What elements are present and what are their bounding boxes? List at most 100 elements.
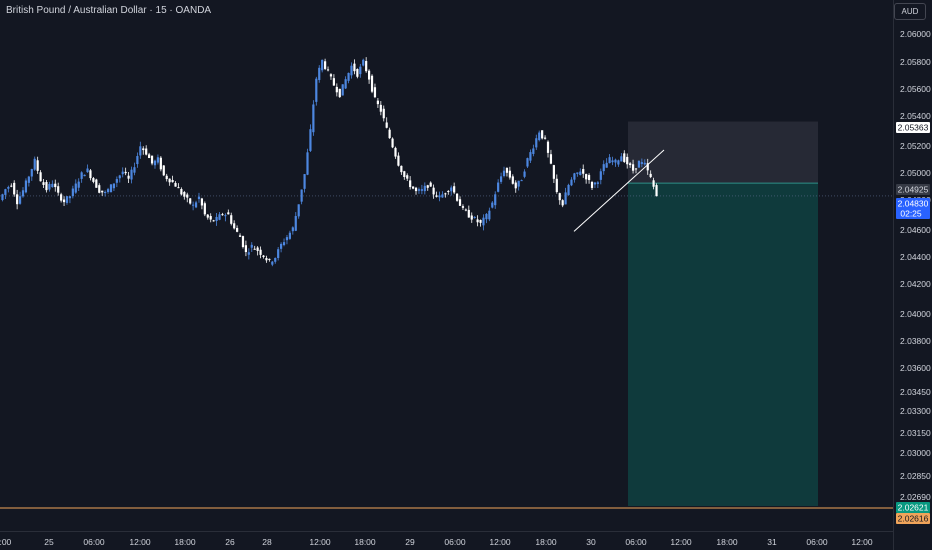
time-axis-tick-label: 28 [262, 537, 272, 547]
time-axis-tick-label: 29 [405, 537, 415, 547]
candle-body [127, 175, 130, 179]
candle-body [253, 248, 256, 250]
candle-body [16, 194, 19, 205]
candle-body [203, 203, 206, 215]
time-axis-tick-label: 30 [586, 537, 596, 547]
candle-body [7, 186, 10, 189]
candle-body [259, 249, 262, 255]
time-axis-tick-label: 18:00 [174, 537, 196, 547]
candle-body [197, 196, 201, 200]
candle-body [39, 172, 42, 182]
candle-body [585, 174, 588, 180]
candle-body [529, 152, 532, 161]
candle-body [514, 182, 517, 189]
candle-body [54, 183, 57, 188]
price-axis-tick-label: 2.03800 [900, 336, 931, 346]
candle-body [71, 188, 74, 197]
candle-body [620, 156, 623, 162]
candle-body [265, 258, 268, 261]
price-axis-tick-label: 2.05400 [900, 111, 931, 121]
candle-body [643, 162, 646, 165]
candle-body [236, 227, 239, 232]
candle-body [83, 174, 86, 177]
candle-body [194, 202, 198, 208]
candle-body [318, 67, 321, 80]
currency-button[interactable]: AUD [894, 3, 926, 20]
candle-body [200, 198, 204, 206]
price-axis-tick-label: 2.03300 [900, 406, 931, 416]
candle-body [33, 158, 36, 170]
candle-body [297, 204, 300, 217]
candle-body [497, 182, 500, 192]
candle-body [92, 178, 95, 182]
price-label-current-text: 2.04830 [898, 199, 929, 209]
price-axis-tick-label: 2.02850 [900, 471, 931, 481]
candle-body [109, 184, 113, 193]
candle-body [124, 171, 127, 174]
price-axis-tick-label: 2.04200 [900, 279, 931, 289]
time-axis-tick-label: 26 [225, 537, 235, 547]
price-label-marker [896, 513, 930, 524]
time-axis-tick-label: 25 [44, 537, 54, 547]
candle-body [224, 215, 227, 217]
candle-body [476, 219, 479, 223]
time-axis-tick-label: 18:00 [716, 537, 738, 547]
candle-body [212, 220, 215, 222]
candle-body [4, 189, 7, 195]
time-axis-tick-label: 8:00 [0, 537, 12, 547]
candle-body [491, 202, 494, 208]
candle-body [640, 162, 643, 164]
candle-body [247, 252, 250, 255]
candle-body [546, 141, 550, 153]
candle-body [45, 182, 48, 191]
candle-body [221, 214, 224, 216]
candle-body [631, 164, 635, 171]
candle-body [558, 193, 561, 201]
candle-body [587, 175, 591, 181]
candle-body [555, 178, 558, 193]
candle-body [447, 190, 450, 192]
candle-body [104, 191, 107, 193]
candle-body [596, 182, 599, 184]
candle-body [532, 148, 535, 154]
price-axis-tick-label: 2.03450 [900, 387, 931, 397]
stop-loss-zone[interactable] [628, 121, 818, 184]
candle-body [505, 167, 509, 173]
candle-body [464, 209, 467, 211]
price-axis-tick-label: 2.05600 [900, 84, 931, 94]
candle-body [655, 185, 658, 197]
candle-body [508, 170, 511, 178]
candle-body [48, 183, 51, 190]
chart-title: British Pound / Australian Dollar · 15 ·… [6, 5, 212, 16]
candle-body [300, 189, 303, 202]
candle-body [280, 243, 283, 249]
candle-body [602, 164, 605, 172]
candle-body [623, 153, 626, 162]
candle-body [121, 171, 124, 175]
price-axis-tick-label: 2.03600 [900, 363, 931, 373]
candle-body [543, 137, 547, 139]
candle-body [467, 209, 470, 218]
candle-body [148, 154, 151, 159]
candle-body [356, 68, 359, 77]
take-profit-zone[interactable] [628, 183, 818, 507]
candle-body [370, 75, 374, 92]
candle-body [353, 63, 356, 72]
candle-body [400, 165, 403, 173]
candle-body [150, 155, 154, 164]
candle-body [338, 88, 341, 98]
price-label-countdown: 02:25 [900, 209, 922, 219]
candle-body [473, 216, 476, 218]
price-axis-tick-label: 2.04400 [900, 252, 931, 262]
candle-body [347, 72, 350, 81]
candle-body [564, 192, 567, 205]
candle-body [65, 196, 69, 203]
candle-body [118, 175, 121, 179]
price-axis-tick-label: 2.05800 [900, 57, 931, 67]
candle-body [394, 147, 397, 157]
trendline[interactable] [573, 149, 665, 232]
candle-body [288, 232, 292, 239]
candle-body [51, 183, 54, 188]
